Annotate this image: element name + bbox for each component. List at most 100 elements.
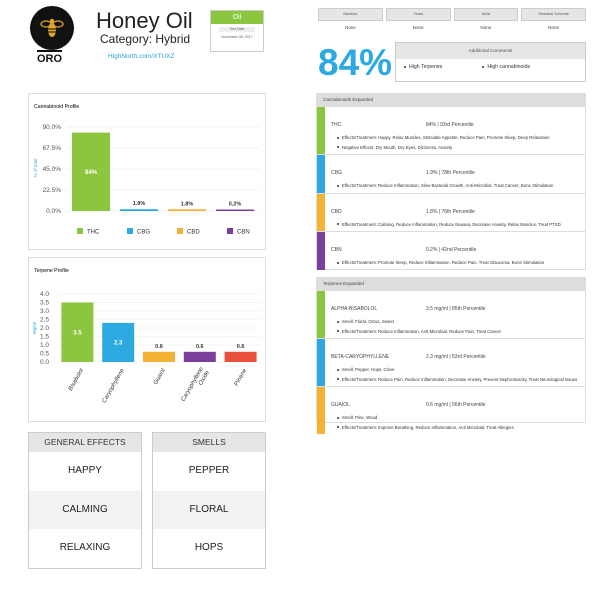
card-title: SMELLS (153, 433, 265, 452)
bar (216, 209, 254, 211)
compound-name: CBG (331, 170, 342, 176)
comment-item: High cannabinoids (482, 64, 530, 70)
table-header: Bacteria (318, 8, 383, 21)
compound-detail: Smell: Pine, Wood (331, 415, 579, 421)
x-tick-label: Pinene (234, 367, 249, 387)
panel-title: Terpenes Expanded (317, 278, 585, 290)
x-tick-label: Guaiol (153, 367, 167, 386)
logo (30, 6, 74, 50)
compound-name: CBN (331, 247, 342, 253)
y-tick-label: 90.0% (43, 124, 62, 131)
x-tick-label: Bisabolol (68, 367, 86, 392)
bar (102, 322, 135, 362)
legend-label: CBG (137, 230, 150, 236)
table-header: Yeast (385, 8, 451, 21)
general-effects-card: GENERAL EFFECTS HAPPY CALMING RELAXING (28, 432, 142, 569)
y-axis-label: Mg/ml (32, 322, 37, 334)
bullet-icon (337, 146, 339, 149)
additional-comments: Additional Comments High Terpenes High c… (395, 42, 586, 82)
bee-icon (40, 18, 64, 37)
detail-text: Effects/Treatment: Improve Breathing, Re… (342, 424, 514, 430)
expanded-row: CBN 0.2% | 42nd Percentile Effects/Treatme… (317, 231, 585, 270)
effect-item: RELAXING (59, 542, 111, 553)
comment-text: High cannabinoids (487, 64, 531, 70)
cannabinoids-expanded-panel: Cannabinoids Expanded THC 84% | 93rd Perc… (316, 93, 586, 270)
detail-text: Effects/Treatment: Promote Sleep, Reduce… (342, 260, 545, 265)
bar (61, 302, 94, 362)
compound-detail: Effects/Treatment: Improve Breathing, Re… (331, 425, 579, 431)
bar (224, 351, 257, 362)
bullet-icon (337, 330, 339, 333)
compound-name: GUAIOL (331, 402, 350, 408)
type-card: Oil Test Date November 08, 2017 (210, 10, 264, 52)
compound-percentile: 1.8% | 76th Percentile (426, 208, 475, 215)
y-axis-label: % of total (33, 159, 38, 178)
x-tick-label: Caryophyllene (102, 367, 127, 404)
detail-text: Effects/Treatment: Reduce Inflammation, … (342, 183, 554, 188)
expanded-row: THC 84% | 93rd Percentile Effects/Treatmen… (317, 106, 585, 154)
color-indicator (317, 387, 325, 434)
detail-text: Effects/Treatment: Reduce Inflammation, … (342, 328, 502, 334)
compound-detail: Effects/Treatment: Reduce Pain, Reduce I… (331, 377, 579, 383)
strain-link[interactable]: HighNorth.com/XTUXZ (108, 53, 175, 60)
table-cell: None (344, 25, 356, 30)
compound-percentile: 2.3 mg/ml | 53rd Percentile (426, 354, 486, 360)
y-tick-label: 45.0% (43, 166, 62, 173)
y-tick-label: 4.0 (40, 291, 49, 298)
test-date-label: Test Date (219, 27, 255, 32)
data-label: 2.3 (114, 340, 123, 346)
bar (183, 351, 216, 362)
bullet-icon (337, 184, 339, 187)
detail-text: Effects/Treatment: Calming, Reduce Infla… (342, 221, 561, 227)
logo-text: ORO (37, 50, 63, 65)
y-tick-label: 0.5 (40, 351, 49, 358)
compound-percentile: 0.2% | 42nd Percentile (426, 247, 477, 253)
compound-detail: Effects/Treatment: Promote Sleep, Reduce… (331, 260, 579, 266)
smell-item: FLORAL (153, 490, 265, 529)
y-tick-label: 3.0 (40, 308, 49, 315)
bar (72, 132, 110, 211)
compound-detail: Effects/Treatment: Reduce Inflammation, … (331, 183, 579, 189)
legend-swatch (177, 228, 183, 234)
y-tick-label: 22.5% (43, 187, 62, 194)
compound-name: THC (331, 122, 342, 128)
legend-swatch (227, 228, 233, 234)
table-header: Mold (453, 8, 519, 21)
expanded-row: GUAIOL 0.6 mg/ml | 56th Percentile Smell: … (317, 386, 585, 434)
compound-name: BETA-CARYOPHYLLENE (331, 354, 390, 360)
table-header: Residual Solvents (521, 8, 586, 21)
detail-text: Smell: Pine, Wood (342, 415, 378, 420)
data-label: 0.6 (196, 344, 204, 350)
smells-card: SMELLS PEPPER FLORAL HOPS (152, 432, 266, 569)
y-tick-label: 2.5 (40, 317, 49, 324)
bar (168, 209, 206, 211)
data-label: 3.5 (73, 330, 82, 336)
expanded-row: ALPHA-BISABOLOL 3.5 mg/ml | 85th Percenti… (317, 290, 585, 338)
chart-title: Cannabinoid Profile (34, 104, 79, 110)
y-tick-label: 0.0 (40, 359, 49, 366)
compound-percentile: 1.9% | 78th Percentile (426, 170, 475, 176)
cannabinoid-profile-panel: Cannabinoid Profile 0.0% 22.5% 45.0% 67.5% 9… (28, 93, 266, 250)
thc-total: 84% (318, 42, 393, 83)
color-indicator (317, 107, 325, 154)
compound-percentile: 3.5 mg/ml | 85th Percentile (426, 306, 486, 312)
legend-label: THC (87, 230, 100, 236)
table-cell: None (480, 25, 492, 30)
smell-item: HOPS (194, 542, 224, 553)
table-cell: None (548, 25, 560, 30)
bar (120, 209, 158, 211)
chart-title: Terpene Profile (34, 268, 69, 274)
bullet-icon (337, 223, 339, 226)
y-tick-label: 67.5% (43, 145, 62, 152)
color-indicator (317, 232, 325, 270)
legend-label: CBN (237, 230, 250, 236)
detail-text: Negative Effects: Dry Mouth, Dry Eyes, D… (342, 144, 453, 150)
detail-text: Effects/Treatment: Reduce Pain, Reduce I… (342, 376, 578, 382)
compound-detail: Smell: Pepper, Hops, Clove (331, 367, 579, 373)
bar (143, 351, 175, 362)
y-tick-label: 2.0 (40, 325, 49, 332)
table-cell: None (412, 25, 424, 30)
expanded-row: CBG 1.9% | 78th Percentile Effects/Treatme… (317, 154, 585, 193)
data-label: 0.6 (155, 344, 163, 350)
type-label: Oil (211, 11, 263, 24)
